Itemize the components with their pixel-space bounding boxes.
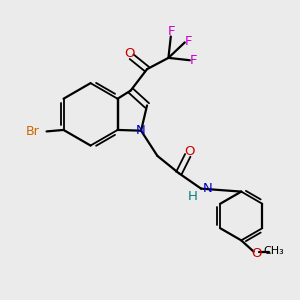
Text: O: O bbox=[251, 247, 261, 260]
Text: F: F bbox=[168, 25, 175, 38]
Text: F: F bbox=[185, 35, 193, 48]
Text: CH₃: CH₃ bbox=[264, 246, 284, 256]
Text: N: N bbox=[136, 124, 146, 137]
Text: O: O bbox=[184, 145, 195, 158]
Text: F: F bbox=[190, 54, 198, 67]
Text: H: H bbox=[188, 190, 198, 202]
Text: N: N bbox=[203, 182, 213, 195]
Text: Br: Br bbox=[26, 125, 40, 138]
Text: O: O bbox=[124, 46, 134, 60]
